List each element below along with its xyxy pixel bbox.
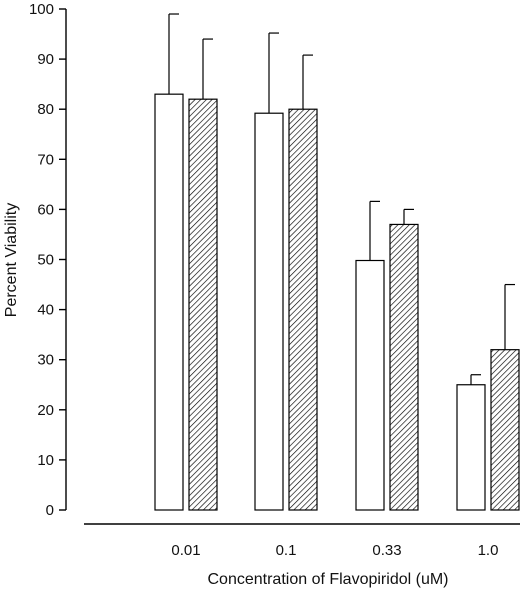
bars — [154, 93, 520, 511]
y-tick-label-40: 40 — [37, 302, 54, 319]
y-tick-label-90: 90 — [37, 51, 54, 68]
y-tick-label-0: 0 — [46, 502, 54, 519]
x-axis-title: Concentration of Flavopiridol (uM) — [208, 571, 449, 588]
y-tick-label-100: 100 — [29, 1, 54, 18]
y-tick-label-30: 30 — [37, 352, 54, 369]
bar-s2-0.1 — [288, 108, 318, 511]
bar-s1-0.01 — [154, 93, 184, 511]
bar-s2-0.33 — [389, 223, 419, 511]
bar-s2-1.0 — [490, 349, 520, 511]
y-tick-label-80: 80 — [37, 101, 54, 118]
y-tick-label-10: 10 — [37, 452, 54, 469]
x-tick-label-0.33: 0.33 — [372, 542, 401, 559]
bar-s1-1.0 — [456, 384, 486, 511]
y-tick-label-60: 60 — [37, 201, 54, 218]
y-axis: 0 10 20 30 40 50 60 70 80 90 100 — [29, 1, 67, 519]
bar-s2-0.01 — [188, 98, 218, 511]
error-bars — [168, 13, 515, 385]
x-tick-label-0.01: 0.01 — [171, 542, 200, 559]
bar-s1-0.33 — [355, 259, 385, 511]
bar-s1-0.1 — [254, 112, 284, 511]
y-tick-label-20: 20 — [37, 402, 54, 419]
y-axis-title: Percent Viability — [3, 203, 20, 317]
y-tick-label-50: 50 — [37, 252, 54, 269]
x-tick-label-0.1: 0.1 — [276, 542, 297, 559]
y-tick-label-70: 70 — [37, 151, 54, 168]
x-tick-label-1.0: 1.0 — [478, 542, 499, 559]
x-tick-labels: 0.01 0.1 0.33 1.0 — [171, 542, 498, 559]
